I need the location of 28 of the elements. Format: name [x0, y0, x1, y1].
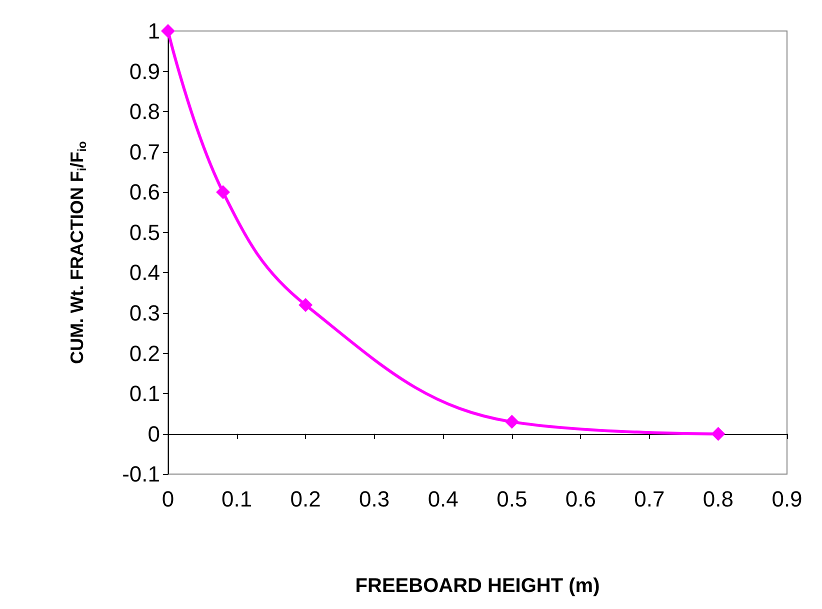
y-tick-label: 0 [148, 421, 160, 446]
point [298, 298, 313, 312]
point [711, 426, 726, 441]
y-tick-label: 0.8 [129, 99, 160, 124]
x-tick-label: 0.8 [702, 486, 734, 512]
y-tick-label: 0.7 [129, 139, 160, 164]
y-tick-label: 0.5 [129, 220, 160, 245]
point [504, 414, 519, 429]
y-tick-label: 0.4 [129, 260, 160, 286]
x-axis-title: FREEBOARD HEIGHT (m) [355, 575, 600, 597]
y-tick-label: -0.1 [122, 462, 160, 487]
y-tick-label: 0.6 [129, 180, 160, 205]
x-tick-label: 0.9 [772, 486, 802, 512]
x-tick-label: 0.7 [634, 486, 665, 512]
x-tick-label: 0.1 [221, 486, 252, 512]
x-tick-label: 0.5 [496, 486, 528, 512]
y-tick-label: 0.2 [129, 340, 160, 366]
x-tick-label: 0.4 [428, 486, 458, 512]
y-tick-label: 0.3 [129, 300, 160, 326]
x-tick-label: 0.6 [565, 486, 596, 512]
y-tick-label: 1 [148, 18, 160, 44]
y-axis-title: CUM. Wt. FRACTION Fi/Fio [67, 141, 89, 364]
x-tick-label: 0.3 [359, 486, 390, 512]
point [161, 24, 175, 38]
y-tick-label: 0.9 [129, 58, 160, 84]
x-tick-label: 0.2 [290, 486, 321, 512]
y-tick-label: 0.1 [129, 381, 160, 406]
point [216, 185, 230, 200]
